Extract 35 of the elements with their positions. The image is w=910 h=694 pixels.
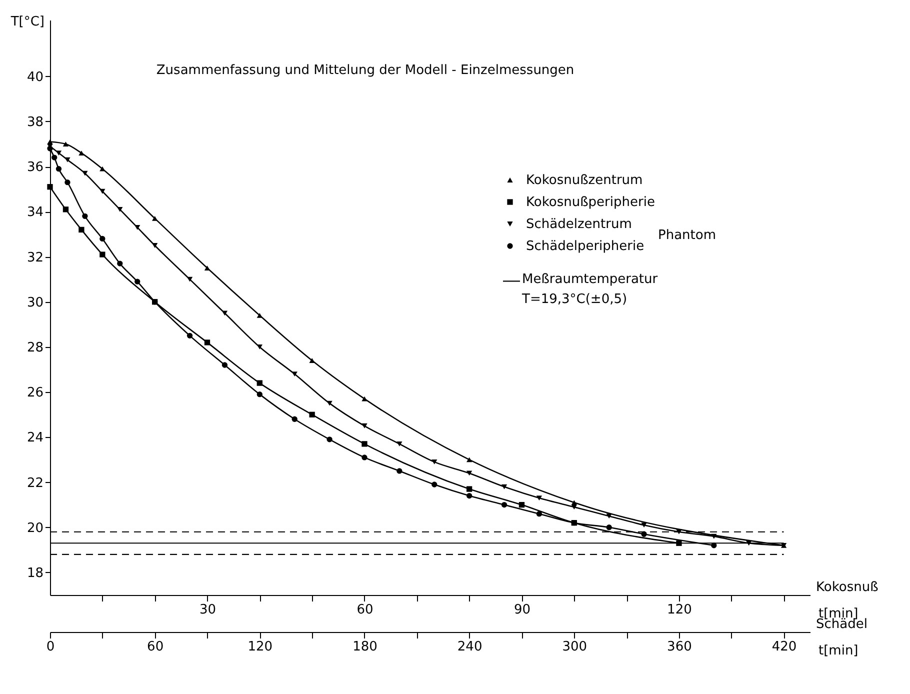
legend-label: Schädelperipherie (526, 239, 644, 254)
x-axis-title: t[min] (818, 644, 858, 658)
x2-tick-label: 30 (199, 602, 216, 618)
legend-label: Meßraumtemperatur T=19,3°C(±0,5) (521, 272, 658, 308)
legend-label: Kokosnußperipherie (526, 195, 655, 210)
x2-tick-label: 90 (514, 602, 530, 618)
y-axis-title: T[°C] (10, 14, 44, 30)
y-tick-label: 32 (26, 250, 44, 266)
x-tick-label: 420 (772, 640, 797, 654)
text: Schädel (816, 617, 868, 632)
y-tick-label: 22 (26, 476, 44, 491)
annotation: Phantom (658, 228, 716, 243)
x-tick-label: 60 (147, 640, 164, 654)
y-tick-label: 26 (26, 386, 44, 401)
legend-label: Schädelzentrum (526, 217, 632, 232)
text: Zusammenfassung und Mittelung der Modell - Einzelmessungen (156, 63, 574, 78)
legend-label: Kokosnußzentrum (526, 173, 643, 188)
y-tick-label: 20 (26, 520, 44, 536)
x-tick-label: 360 (667, 640, 692, 654)
x2-tick-label: 120 (667, 602, 692, 618)
x-tick-label: 0 (46, 640, 55, 654)
x-tick-label: 240 (457, 640, 482, 654)
y-tick-label: 40 (26, 70, 44, 85)
y-tick-label: 24 (26, 430, 44, 446)
x2-tick-label: 60 (356, 602, 374, 618)
y-tick-label: 34 (26, 205, 44, 220)
text: Kokosnuß (816, 580, 878, 595)
y-tick-label: 38 (26, 114, 44, 130)
y-tick-label: 30 (26, 295, 44, 310)
y-tick-label: 28 (26, 340, 44, 356)
x-tick-label: 120 (248, 640, 273, 654)
y-tick-label: 18 (26, 566, 44, 581)
x-tick-label: 180 (352, 640, 378, 654)
y-tick-label: 36 (26, 160, 44, 176)
x-tick-label: 300 (562, 640, 588, 654)
